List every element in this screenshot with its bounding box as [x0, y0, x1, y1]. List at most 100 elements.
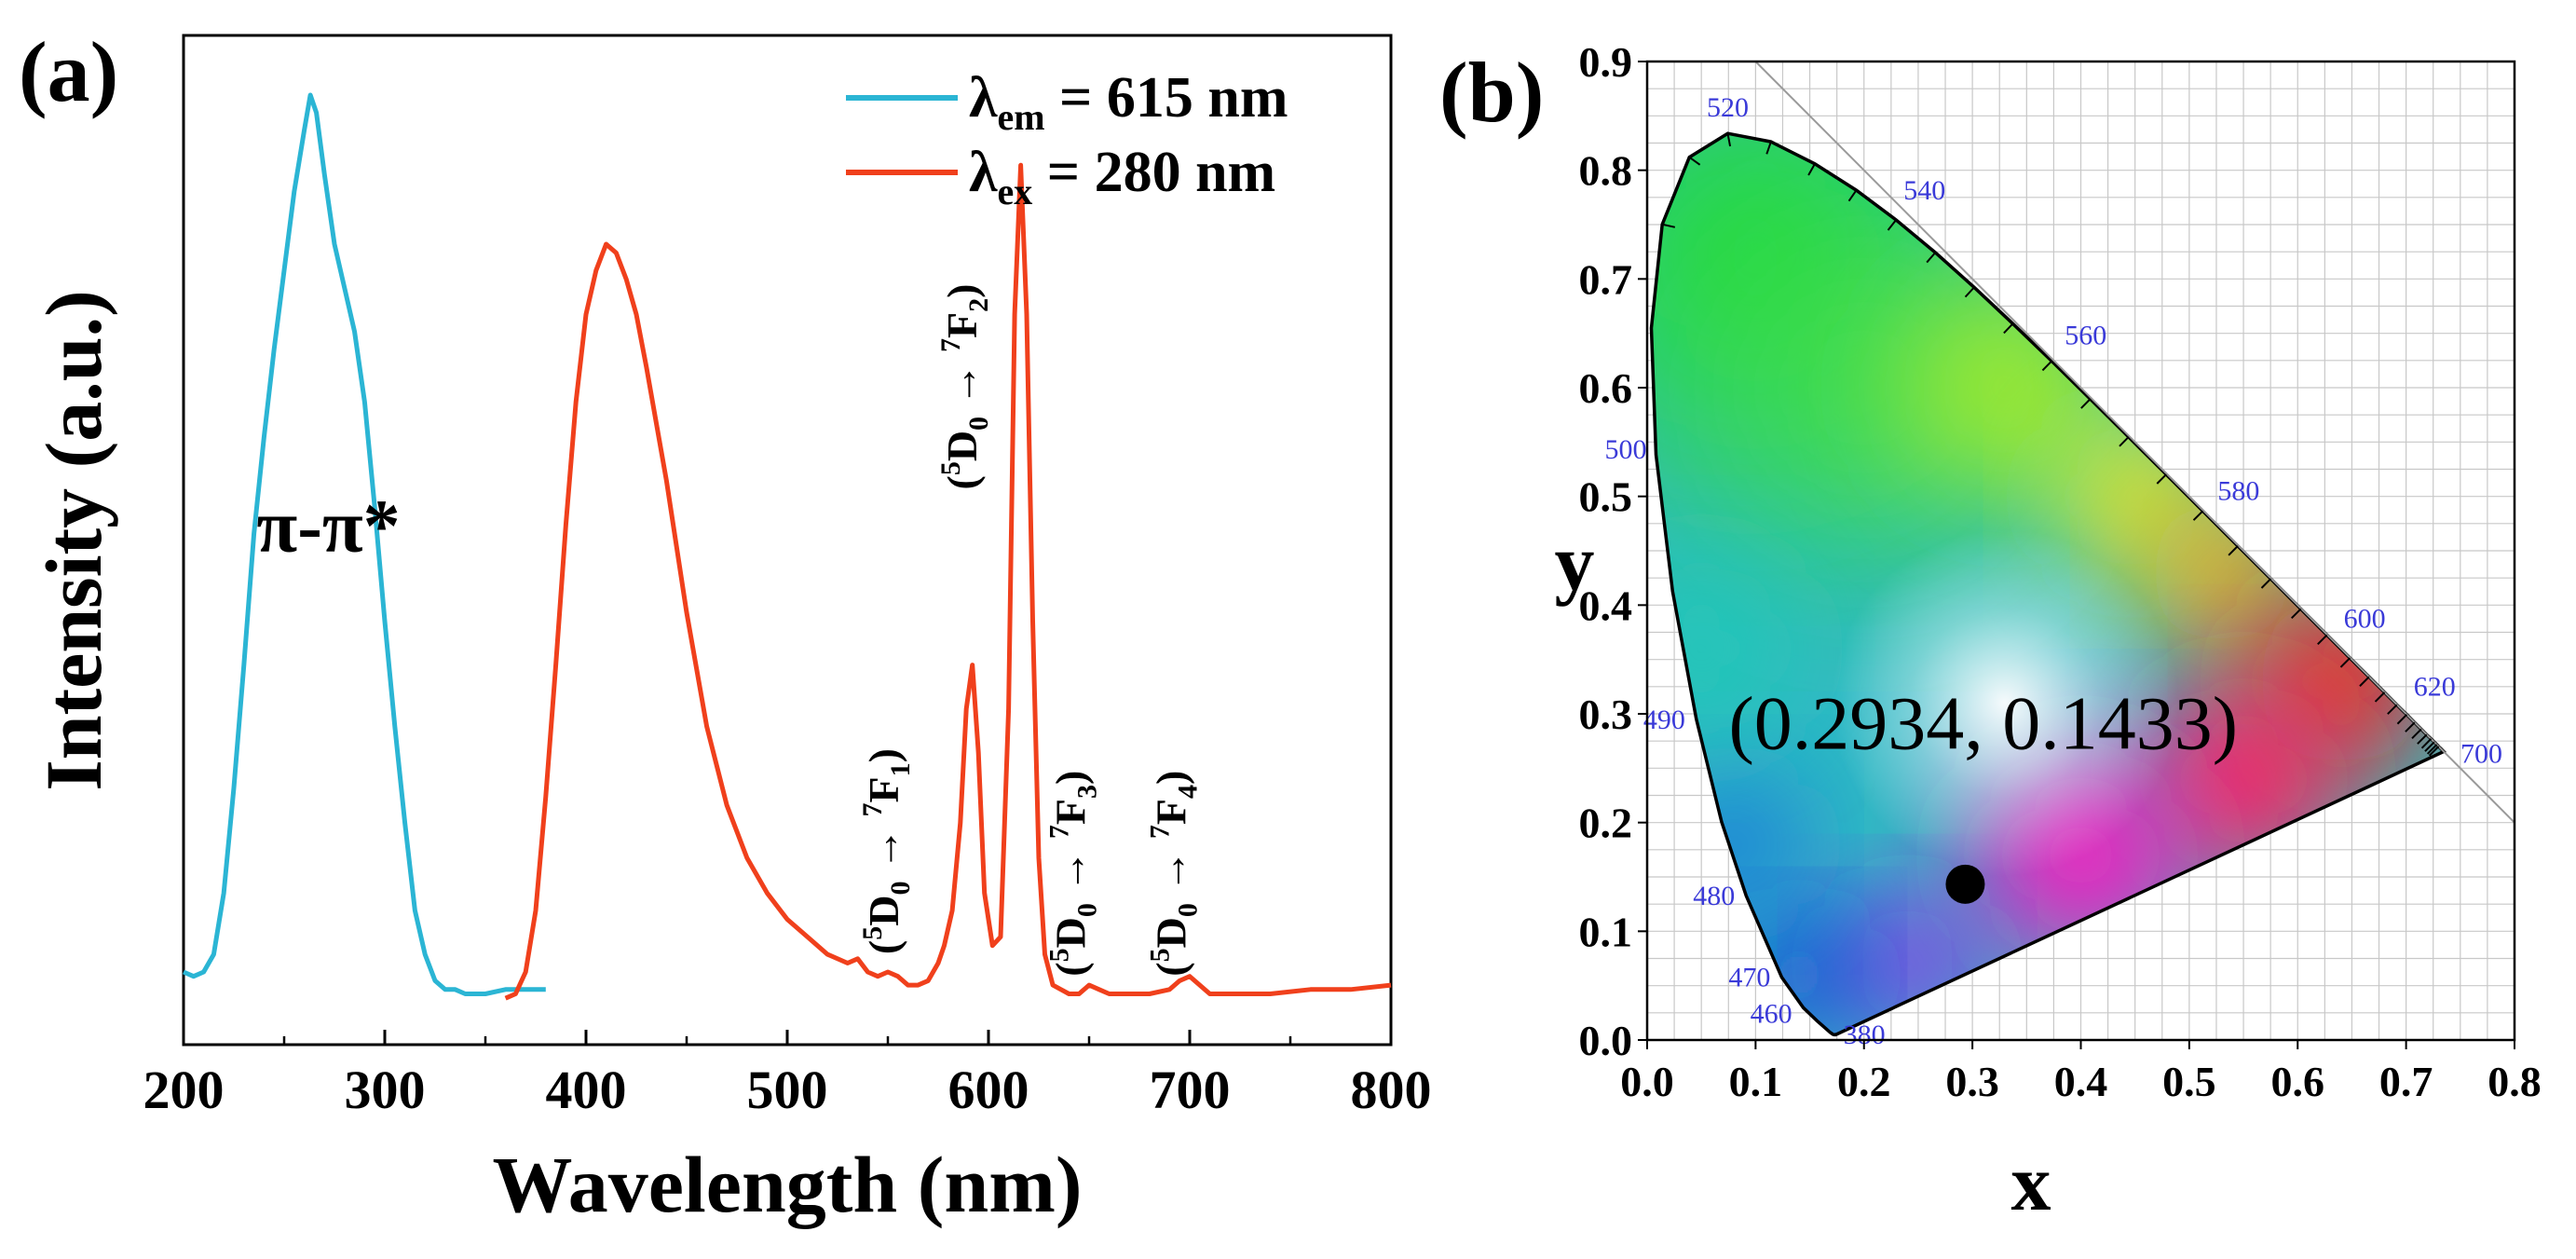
spectrum-x-tick-label: 200	[143, 1060, 225, 1120]
series-excitation-line	[183, 92, 546, 996]
cie-point-group: (0.2934, 0.1433)	[1728, 680, 2238, 904]
cie-x-tick-label: 0.4	[2054, 1058, 2108, 1105]
wavelength-label-560: 560	[2065, 320, 2106, 350]
cie-y-tick-label: 0.8	[1579, 147, 1633, 195]
spectrum-x-axis-label: Wavelength (nm)	[492, 1140, 1082, 1229]
cie-x-ticks: 0.0 0.1 0.2 0.3 0.4 0.5 0.6 0.7 0.8	[1620, 1040, 2542, 1105]
spectral-locus-tick	[2228, 545, 2239, 556]
cie-y-tick-label: 0.0	[1579, 1017, 1633, 1064]
cie-y-tick-label: 0.7	[1579, 255, 1633, 303]
spectral-locus-tick	[2156, 473, 2167, 485]
annotation-transition-7F3: (5D0 → 7F3)	[1044, 771, 1103, 977]
spectral-locus-tick	[1765, 141, 1772, 155]
spectrum-x-tick-label: 700	[1150, 1060, 1231, 1120]
cie-diagonal-line	[1754, 61, 2515, 824]
wavelength-label-460: 460	[1751, 998, 1792, 1029]
spectral-locus-tick	[2119, 436, 2130, 447]
spectral-locus-tick	[2405, 721, 2416, 732]
wavelength-label-500: 500	[1605, 434, 1647, 465]
annotation-transition-7F1: (5D0 → 7F1)	[857, 748, 916, 954]
spectral-locus-tick	[2003, 322, 2014, 335]
wavelength-label-470: 470	[1728, 963, 1770, 993]
spectral-locus-ticks	[1661, 133, 2440, 757]
spectral-locus-tick	[2317, 634, 2328, 646]
spectral-locus-tick	[2426, 744, 2438, 755]
cie-y-tick-label: 0.6	[1579, 364, 1633, 412]
cie-x-tick-label: 0.6	[2271, 1058, 2325, 1105]
spectral-locus-tick	[2428, 746, 2440, 757]
spectrum-x-tick-label: 500	[747, 1060, 828, 1120]
annotation-pi-pi-star: π-π*	[256, 486, 400, 568]
spectral-locus-tick	[2417, 733, 2428, 745]
wavelength-label-540: 540	[1903, 175, 1945, 206]
spectrum-x-tick-label: 400	[546, 1060, 627, 1120]
cie-x-tick-label: 0.8	[2487, 1058, 2542, 1105]
spectral-locus-tick	[2374, 691, 2386, 703]
annotation-transition-7F2: (5D0 → 7F2)	[935, 284, 994, 490]
panel-a-label: (a)	[19, 24, 118, 119]
spectral-locus-tick	[1964, 286, 1975, 298]
spectrum-x-ticks: 200 300 400 500 600 700 800	[143, 1030, 1432, 1120]
spectral-locus-tick	[2359, 676, 2370, 687]
cie-y-ticks: 0.0 0.1 0.2 0.3 0.4 0.5 0.6 0.7 0.8 0.9	[1579, 38, 1647, 1064]
cie-y-tick-label: 0.4	[1579, 582, 1633, 629]
spectral-locus-tick	[1887, 219, 1897, 231]
cie-y-tick-label: 0.9	[1579, 38, 1633, 86]
spectral-locus-tick	[2411, 728, 2422, 740]
wavelength-label-480: 480	[1693, 881, 1735, 911]
spectral-locus-tick	[1661, 223, 1676, 228]
cie-y-tick-label: 0.3	[1579, 691, 1633, 738]
wavelength-label-490: 490	[1643, 705, 1685, 735]
spectral-locus-tick	[1847, 189, 1858, 202]
wavelength-label-520: 520	[1707, 92, 1749, 123]
spectrum-annotations: π-π* (5D0 → 7F1) (5D0 → 7F2) (5D0 → 7F3) (5D…	[256, 284, 1203, 977]
cie-x-axis-label: x	[2011, 1138, 2051, 1227]
cie-x-tick-label: 0.3	[1945, 1058, 1999, 1105]
cie-panel: (b) 520 540 560 580 600 620 700 500 490 480 470 460…	[1439, 38, 2542, 1227]
spectral-locus-tick	[1726, 133, 1732, 147]
spectrum-x-tick-label: 800	[1351, 1060, 1432, 1120]
series-emission-line	[504, 162, 1392, 1001]
cie-x-tick-label: 0.0	[1620, 1058, 1674, 1105]
legend-excitation-label: λem = 615 nm	[969, 66, 1288, 138]
legend-emission-label: λex = 280 nm	[969, 141, 1275, 212]
wavelength-label-700: 700	[2460, 738, 2502, 769]
spectral-locus-tick	[2080, 398, 2092, 409]
cie-x-tick-label: 0.5	[2162, 1058, 2216, 1105]
cie-white-point-glow	[1831, 529, 2179, 877]
spectral-locus-tick	[1926, 252, 1937, 264]
wavelength-label-600: 600	[2344, 603, 2386, 634]
spectrum-series	[183, 92, 1392, 1001]
spectral-locus-tick	[2387, 704, 2398, 715]
cie-y-tick-label: 0.2	[1579, 800, 1633, 847]
spectrum-panel: (a) 200 300 400 500 600 700 800 Intensity (a.u…	[19, 24, 1432, 1229]
annotation-transition-7F4: (5D0 → 7F4)	[1145, 771, 1204, 977]
wavelength-label-580: 580	[2217, 475, 2259, 506]
spectrum-x-tick-label: 300	[345, 1060, 426, 1120]
spectrum-y-axis-label: Intensity (a.u.)	[29, 290, 118, 791]
spectral-locus-tick	[2192, 510, 2204, 521]
cie-x-tick-label: 0.7	[2379, 1058, 2433, 1105]
spectral-locus-tick	[2041, 360, 2052, 372]
panel-b-label: (b)	[1439, 45, 1544, 140]
wavelength-label-620: 620	[2414, 671, 2456, 702]
cie-coordinate-point	[1945, 864, 1985, 904]
spectral-locus-tick	[2420, 738, 2433, 749]
spectral-locus-tick	[2260, 578, 2272, 589]
spectral-locus-tick	[1807, 163, 1816, 176]
cie-x-tick-label: 0.1	[1729, 1058, 1783, 1105]
spectral-locus-tick	[1688, 156, 1701, 166]
spectral-locus-tick	[2339, 657, 2351, 668]
spectral-locus-tick	[2424, 741, 2435, 752]
cie-y-tick-label: 0.5	[1579, 473, 1633, 521]
cie-y-tick-label: 0.1	[1579, 908, 1633, 955]
cie-y-axis-label: y	[1555, 517, 1595, 607]
cie-x-tick-label: 0.2	[1837, 1058, 1891, 1105]
spectral-locus-tick	[2291, 608, 2302, 620]
cie-coordinate-label: (0.2934, 0.1433)	[1728, 680, 2238, 765]
spectrum-x-tick-label: 600	[948, 1060, 1029, 1120]
spectral-locus-tick	[2396, 714, 2408, 725]
